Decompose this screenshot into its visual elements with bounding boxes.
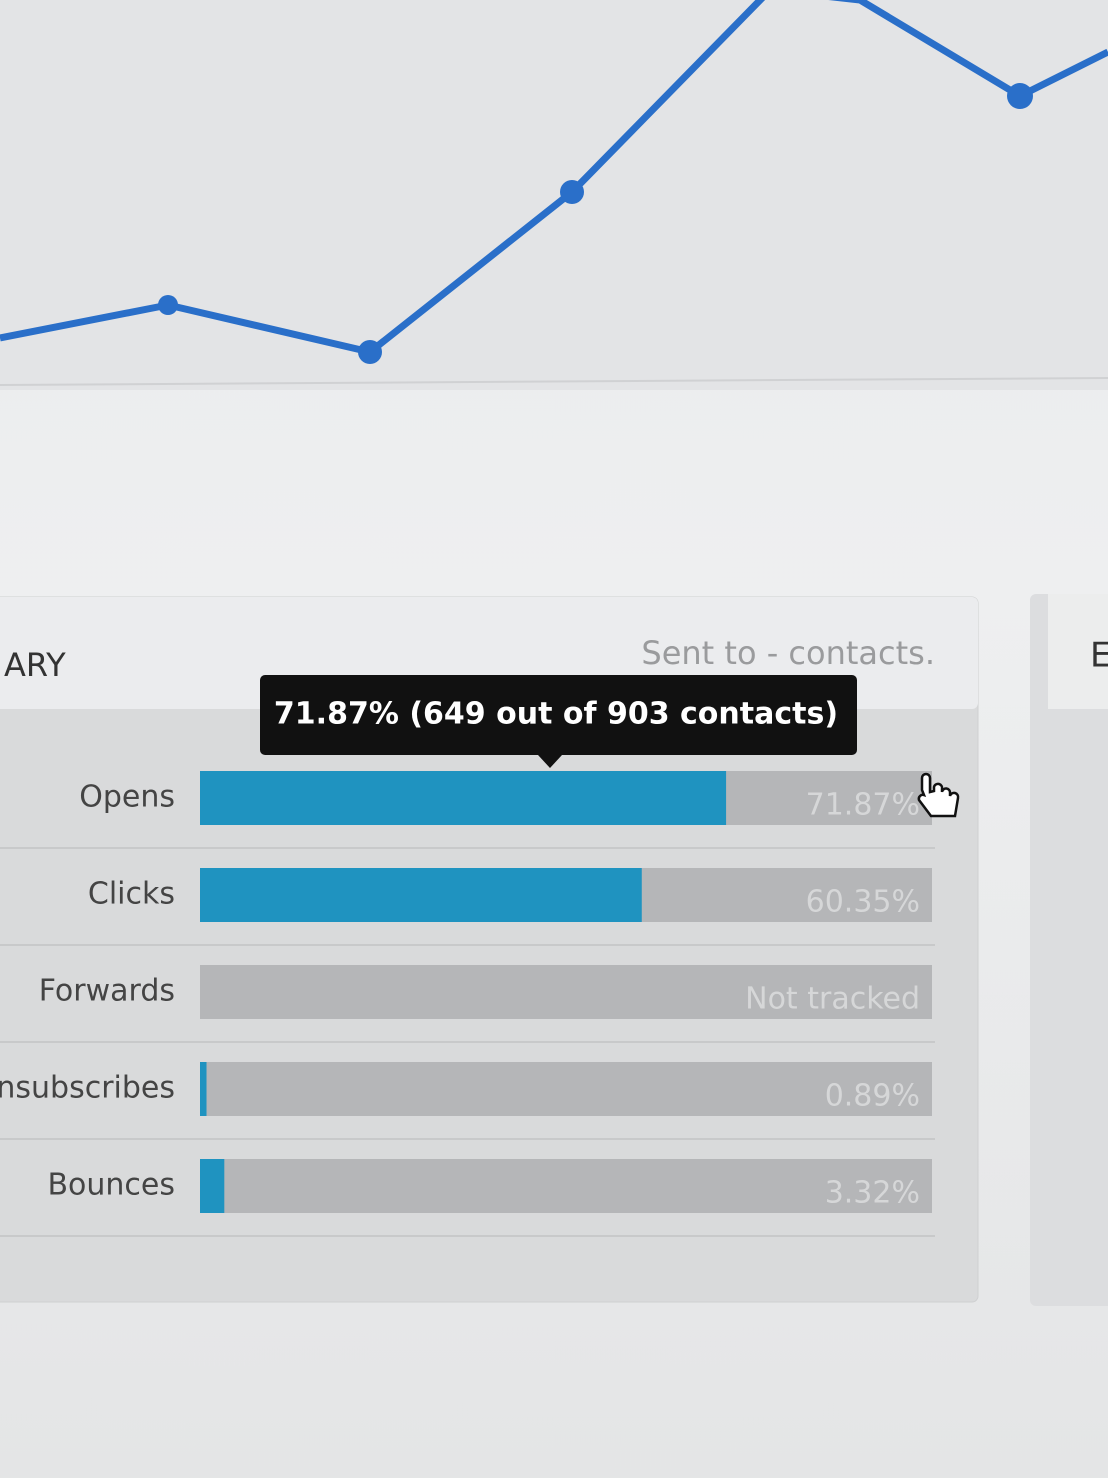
- cursor: [917, 772, 960, 818]
- bar-fill: [200, 1159, 225, 1213]
- trend-line: [0, 0, 1108, 356]
- bar-value-label: 3.32%: [825, 1176, 920, 1211]
- bar-fill: [200, 868, 642, 922]
- row-label: Clicks: [88, 877, 175, 912]
- bar-value-label: 0.89%: [825, 1079, 920, 1114]
- row-label: Bounces: [47, 1168, 175, 1203]
- side-title: E: [1090, 636, 1108, 676]
- bar-track: [200, 965, 932, 1019]
- panel-subtitle: Sent to - contacts.: [641, 634, 935, 672]
- bar-track: [200, 1062, 932, 1116]
- bar-value-label: 71.87%: [806, 788, 920, 823]
- bar-fill: [200, 771, 727, 825]
- panel-title: ARY: [4, 646, 66, 684]
- row-label: Opens: [79, 780, 175, 815]
- trend-point: [560, 180, 584, 204]
- chart-area: [0, 0, 1108, 390]
- trend-point: [158, 295, 178, 315]
- chart-border: [0, 377, 1108, 386]
- tooltip-text: 71.87% (649 out of 903 contacts): [274, 697, 838, 732]
- bar-value-label: Not tracked: [745, 982, 920, 1017]
- row-label: Unsubscribes: [0, 1071, 175, 1106]
- bar-fill: [200, 1062, 207, 1116]
- trend-point: [1007, 83, 1033, 109]
- tooltip-arrow: [538, 755, 562, 768]
- bar-track: [200, 1159, 932, 1213]
- trend-point: [358, 340, 382, 364]
- rows: Opens 71.87% Clicks 60.35% Forwards Not track…: [0, 771, 935, 1237]
- bar-value-label: 60.35%: [806, 885, 920, 920]
- side-panel: [1030, 594, 1108, 1306]
- tooltip: [260, 675, 857, 755]
- row-label: Forwards: [39, 974, 175, 1009]
- side-header: [1048, 594, 1108, 709]
